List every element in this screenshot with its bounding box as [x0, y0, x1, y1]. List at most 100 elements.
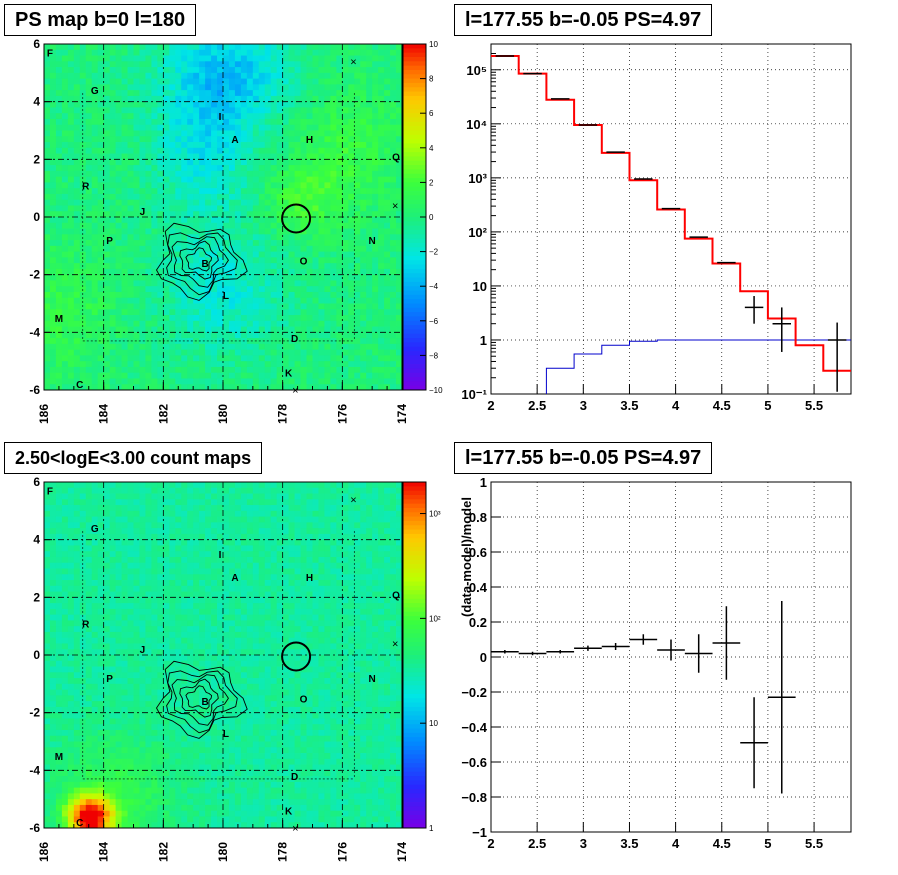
map-pixel — [127, 193, 134, 201]
map-pixel — [270, 343, 278, 351]
map-pixel — [67, 591, 75, 598]
map-pixel — [103, 487, 111, 494]
map-pixel — [103, 568, 111, 575]
map-pixel — [103, 101, 111, 108]
map-pixel — [55, 251, 63, 258]
map-pixel — [258, 84, 266, 91]
map-pixel — [157, 101, 164, 108]
map-pixel — [67, 482, 75, 489]
map-pixel — [73, 718, 81, 725]
map-pixel — [288, 217, 295, 224]
map-pixel — [252, 263, 260, 270]
map-pixel — [360, 170, 367, 178]
map-pixel — [264, 303, 272, 310]
map-pixel — [49, 505, 57, 512]
map-pixel — [115, 799, 122, 806]
map-pixel — [252, 222, 260, 229]
map-pixel — [97, 263, 105, 270]
map-pixel — [97, 597, 105, 604]
map-pixel — [73, 188, 81, 195]
map-pixel — [133, 678, 140, 685]
map-pixel — [354, 378, 361, 385]
map-pixel — [354, 72, 361, 79]
map-pixel — [103, 655, 111, 662]
map-pixel — [330, 384, 337, 391]
map-pixel — [217, 170, 224, 178]
map-pixel — [67, 67, 75, 74]
map-pixel — [151, 193, 158, 201]
map-pixel — [378, 118, 385, 126]
map-pixel — [360, 142, 367, 149]
map-pixel — [73, 343, 81, 351]
map-pixel — [354, 234, 361, 241]
map-pixel — [223, 372, 230, 379]
map-pixel — [91, 320, 99, 327]
map-pixel — [73, 84, 81, 91]
map-pixel — [336, 61, 343, 68]
map-pixel — [55, 741, 63, 748]
map-pixel — [228, 130, 236, 137]
map-pixel — [121, 787, 128, 794]
map-pixel — [115, 44, 122, 51]
map-pixel — [187, 355, 194, 362]
map-pixel — [306, 153, 313, 160]
map-pixel — [127, 147, 134, 154]
map-pixel — [324, 107, 331, 114]
map-pixel — [252, 153, 260, 160]
map-pixel — [133, 228, 140, 235]
map-pixel — [228, 378, 236, 385]
map-pixel — [264, 49, 272, 56]
map-pixel — [79, 165, 87, 172]
map-pixel — [103, 603, 111, 610]
map-pixel — [127, 781, 134, 789]
map-pixel — [360, 182, 367, 189]
map-pixel — [91, 217, 99, 224]
map-pixel — [73, 729, 81, 737]
map-pixel — [205, 49, 212, 56]
map-pixel — [79, 678, 87, 685]
map-pixel — [133, 712, 140, 719]
map-pixel — [264, 101, 272, 108]
map-pixel — [366, 182, 373, 189]
map-pixel — [228, 95, 236, 103]
map-pixel — [175, 274, 182, 281]
map-pixel — [151, 297, 158, 304]
map-pixel — [79, 655, 87, 662]
map-pixel — [217, 280, 224, 287]
map-pixel — [330, 170, 337, 178]
map-pixel — [115, 274, 122, 281]
map-pixel — [44, 343, 51, 351]
map-pixel — [85, 251, 93, 258]
map-pixel — [55, 499, 63, 506]
map-pixel — [121, 799, 128, 806]
map-pixel — [145, 343, 152, 351]
map-pixel — [127, 787, 134, 794]
map-pixel — [282, 193, 290, 201]
y-tick-label: -2 — [29, 268, 40, 282]
map-pixel — [121, 130, 128, 137]
map-pixel — [145, 689, 152, 696]
map-pixel — [223, 303, 230, 310]
map-pixel — [240, 228, 248, 235]
map-pixel — [163, 113, 170, 120]
map-pixel — [139, 556, 146, 564]
map-pixel — [44, 499, 51, 506]
map-pixel — [390, 234, 397, 241]
map-pixel — [270, 315, 278, 322]
map-pixel — [49, 72, 57, 79]
map-pixel — [61, 580, 69, 587]
map-pixel — [139, 643, 146, 650]
map-pixel — [55, 130, 63, 137]
map-pixel — [324, 101, 331, 108]
map-pixel — [234, 176, 242, 183]
map-pixel — [73, 113, 81, 120]
map-pixel — [121, 822, 128, 829]
map-pixel — [121, 222, 128, 229]
map-pixel — [348, 78, 355, 85]
map-pixel — [85, 188, 93, 195]
map-pixel — [133, 384, 140, 391]
map-pixel — [55, 303, 63, 310]
map-pixel — [318, 263, 325, 270]
map-pixel — [264, 309, 272, 316]
map-pixel — [378, 217, 385, 224]
